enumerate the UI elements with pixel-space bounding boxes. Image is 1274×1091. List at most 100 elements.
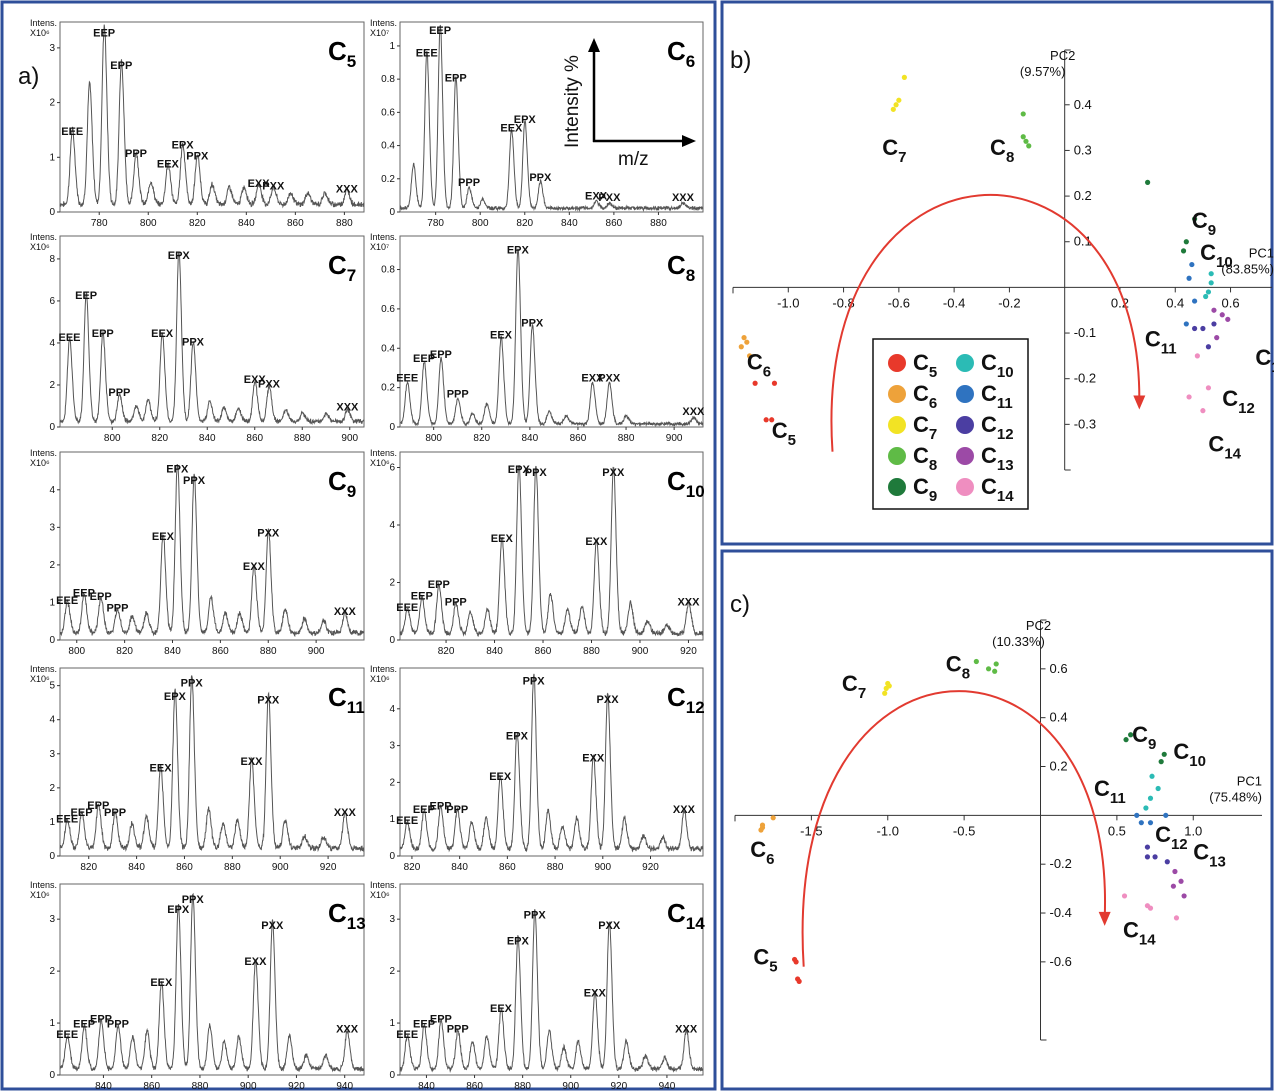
pc2-tick-label: -0.4 bbox=[1050, 905, 1072, 920]
pc1-tick-label: -0.2 bbox=[998, 295, 1020, 310]
score-point bbox=[1149, 773, 1155, 779]
pc1-tick-label: 0.4 bbox=[1166, 295, 1184, 310]
spectrum-trace bbox=[59, 24, 365, 209]
peak-label: EPX bbox=[506, 731, 529, 743]
score-point bbox=[1219, 312, 1225, 318]
spectrum-C5: 0 1 2 3 780 800 820 840 860 880 Intens.X10⁶ C5 EEE EE… bbox=[30, 18, 365, 229]
score-point bbox=[1194, 353, 1200, 359]
spectrum-title-sub: 12 bbox=[686, 698, 705, 717]
spectrum-title: C8 bbox=[667, 250, 695, 285]
spectrum-frame bbox=[399, 667, 704, 857]
cluster-label-main: C bbox=[1222, 386, 1238, 411]
score-point bbox=[1200, 408, 1206, 414]
peak-label: EXX bbox=[581, 373, 604, 385]
spectrum-title: C14 bbox=[667, 898, 705, 933]
x-tick-label: 840 bbox=[128, 862, 145, 873]
cluster-label-sub: 8 bbox=[1006, 149, 1014, 166]
x-tick-label: 860 bbox=[246, 433, 263, 444]
y-tick-label: 1 bbox=[49, 1018, 55, 1029]
pc1-label: PC1 bbox=[1237, 773, 1262, 788]
pc1-tick-label: -0.6 bbox=[888, 295, 910, 310]
score-point bbox=[1170, 883, 1177, 889]
y-tick-label: 1 bbox=[389, 1018, 395, 1029]
score-point bbox=[1205, 289, 1212, 295]
spectrum-frame bbox=[399, 451, 704, 641]
spectrum-trace bbox=[59, 464, 365, 638]
score-point bbox=[1181, 893, 1187, 899]
cluster-label: C10 bbox=[1200, 240, 1233, 271]
spectrum-title-main: C bbox=[328, 466, 347, 496]
score-point bbox=[1178, 878, 1184, 884]
y-axis-label: Intens. bbox=[370, 18, 397, 28]
y-axis-scale: X10⁶ bbox=[370, 458, 390, 468]
y-tick-label: 0 bbox=[389, 422, 395, 433]
peak-label: PPP bbox=[107, 1018, 129, 1030]
cluster-label: C6 bbox=[750, 837, 774, 868]
score-point bbox=[1144, 854, 1151, 860]
score-point bbox=[886, 683, 892, 689]
peak-label: EPP bbox=[445, 72, 467, 84]
legend-label-main: C bbox=[913, 474, 929, 499]
legend-label: C9 bbox=[913, 474, 937, 505]
peak-label: PPP bbox=[447, 1024, 469, 1036]
score-point bbox=[763, 417, 769, 423]
x-tick-label: 900 bbox=[308, 646, 325, 657]
peak-label: XXX bbox=[682, 406, 705, 418]
peak-label: EXX bbox=[244, 956, 267, 968]
peak-label: EPX bbox=[507, 935, 530, 947]
x-tick-label: 880 bbox=[192, 1081, 209, 1091]
legend-label: C6 bbox=[913, 381, 937, 412]
cluster-label-main: C bbox=[1173, 739, 1189, 764]
score-point bbox=[758, 827, 764, 833]
cluster-C13: C13 bbox=[1170, 839, 1226, 899]
x-tick-label: 940 bbox=[336, 1081, 353, 1091]
score-point bbox=[1145, 179, 1151, 185]
peak-label: EEX bbox=[150, 763, 173, 775]
spectrum-frame bbox=[59, 883, 365, 1076]
cluster-label-sub: 10 bbox=[1216, 254, 1233, 271]
y-axis-label: Intens. bbox=[30, 18, 57, 28]
peak-label: EPX bbox=[167, 904, 190, 916]
peak-label: EEE bbox=[396, 815, 418, 827]
cluster-C14: C14 bbox=[1186, 353, 1242, 463]
score-point bbox=[738, 344, 744, 350]
peak-label: PPP bbox=[108, 387, 130, 399]
score-point bbox=[1134, 812, 1140, 818]
y-tick-label: 4 bbox=[389, 520, 395, 531]
legend-swatch bbox=[956, 478, 974, 496]
x-tick-label: 800 bbox=[140, 218, 157, 229]
peak-label: EXX bbox=[585, 536, 608, 548]
peak-label: PXX bbox=[598, 920, 621, 932]
peak-label: EPX bbox=[514, 114, 537, 126]
y-tick-label: 3 bbox=[49, 522, 55, 533]
peak-label: EPP bbox=[430, 801, 452, 813]
spectrum-frame bbox=[59, 451, 365, 641]
cluster-label-main: C bbox=[1208, 432, 1224, 457]
cluster-C8: C8 bbox=[946, 651, 999, 682]
y-tick-label: 0.4 bbox=[381, 141, 395, 152]
cluster-C7: C7 bbox=[842, 671, 892, 702]
x-tick-label: 780 bbox=[91, 218, 108, 229]
spectrum-title-sub: 13 bbox=[347, 914, 366, 933]
peak-label: PXX bbox=[598, 192, 621, 204]
score-point bbox=[1020, 134, 1026, 140]
cluster-C13: C13 bbox=[1211, 307, 1274, 376]
y-tick-label: 2 bbox=[49, 783, 55, 794]
peak-label: EEX bbox=[152, 531, 175, 543]
score-point bbox=[1180, 248, 1187, 254]
legend-swatch bbox=[956, 385, 974, 403]
peak-label: XXX bbox=[334, 606, 357, 618]
intensity-mz-inset: Intensity % m/z bbox=[562, 38, 696, 170]
peak-label: PXX bbox=[602, 467, 625, 479]
peak-label: EPP bbox=[90, 1013, 112, 1025]
legend-label-main: C bbox=[913, 443, 929, 468]
y-tick-label: 5 bbox=[49, 681, 55, 692]
peak-label: PPX bbox=[182, 336, 205, 348]
score-point bbox=[1205, 385, 1212, 391]
pc2-tick-label: 0.1 bbox=[1074, 234, 1092, 249]
legend-label-sub: 14 bbox=[997, 488, 1014, 505]
cluster-label-main: C bbox=[1192, 208, 1208, 233]
score-point bbox=[1147, 820, 1154, 826]
y-axis-scale: X10⁶ bbox=[370, 890, 390, 900]
peak-label: EEE bbox=[56, 1029, 78, 1041]
